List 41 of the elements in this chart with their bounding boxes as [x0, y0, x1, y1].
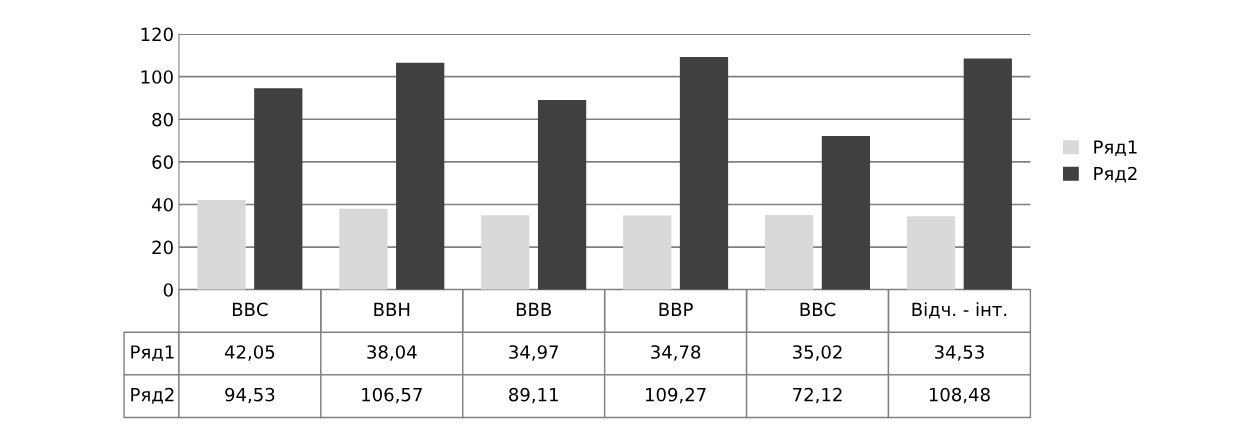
- data-label: 34,53: [934, 345, 984, 361]
- x-tick-label: ВВВ: [516, 302, 552, 316]
- x-tick-label: ВВС: [800, 302, 836, 317]
- bar: [254, 88, 303, 290]
- text: Ряд1: [131, 345, 174, 362]
- y-tick-label: 0: [163, 283, 173, 297]
- legend-label: Ряд2: [1094, 166, 1137, 183]
- y-tick-label: 20: [152, 240, 173, 255]
- bar: [906, 216, 956, 290]
- data-label: 72,12: [793, 387, 842, 404]
- x-tick-label: ВВН: [374, 302, 410, 316]
- x-tick-label: ВВС: [232, 302, 268, 317]
- bar: [537, 99, 587, 290]
- data-label: 34,78: [651, 345, 701, 361]
- x-tick-label: ВВР: [659, 302, 693, 316]
- bar: [679, 56, 729, 290]
- y-tick-label: 120: [141, 27, 173, 42]
- data-label: 108,48: [929, 387, 990, 404]
- bar: [481, 215, 530, 290]
- bar: [339, 208, 388, 290]
- data-label: 42,05: [224, 345, 275, 361]
- bar: [396, 62, 445, 290]
- y-tick-label: 80: [152, 112, 173, 127]
- legend-label: Ряд1: [1094, 140, 1137, 157]
- data-label: 106,57: [362, 387, 422, 404]
- data-label: 109,27: [646, 387, 706, 404]
- data-label: 89,11: [509, 387, 558, 404]
- data-label: 35,02: [793, 345, 842, 361]
- bar: [623, 215, 672, 290]
- y-tick-label: 40: [151, 197, 173, 212]
- y-tick-label: 60: [152, 155, 173, 169]
- x-tick-label: Відч. - інт.: [912, 302, 1007, 319]
- bar: [765, 215, 814, 290]
- y-tick-label: 100: [141, 70, 173, 84]
- data-label: 94,53: [225, 387, 275, 404]
- bar: [963, 58, 1012, 290]
- text: Ряд2: [131, 387, 174, 404]
- data-label: 34,97: [509, 345, 559, 361]
- bar: [821, 136, 871, 290]
- data-label: 38,04: [367, 345, 417, 361]
- bar: [197, 200, 246, 290]
